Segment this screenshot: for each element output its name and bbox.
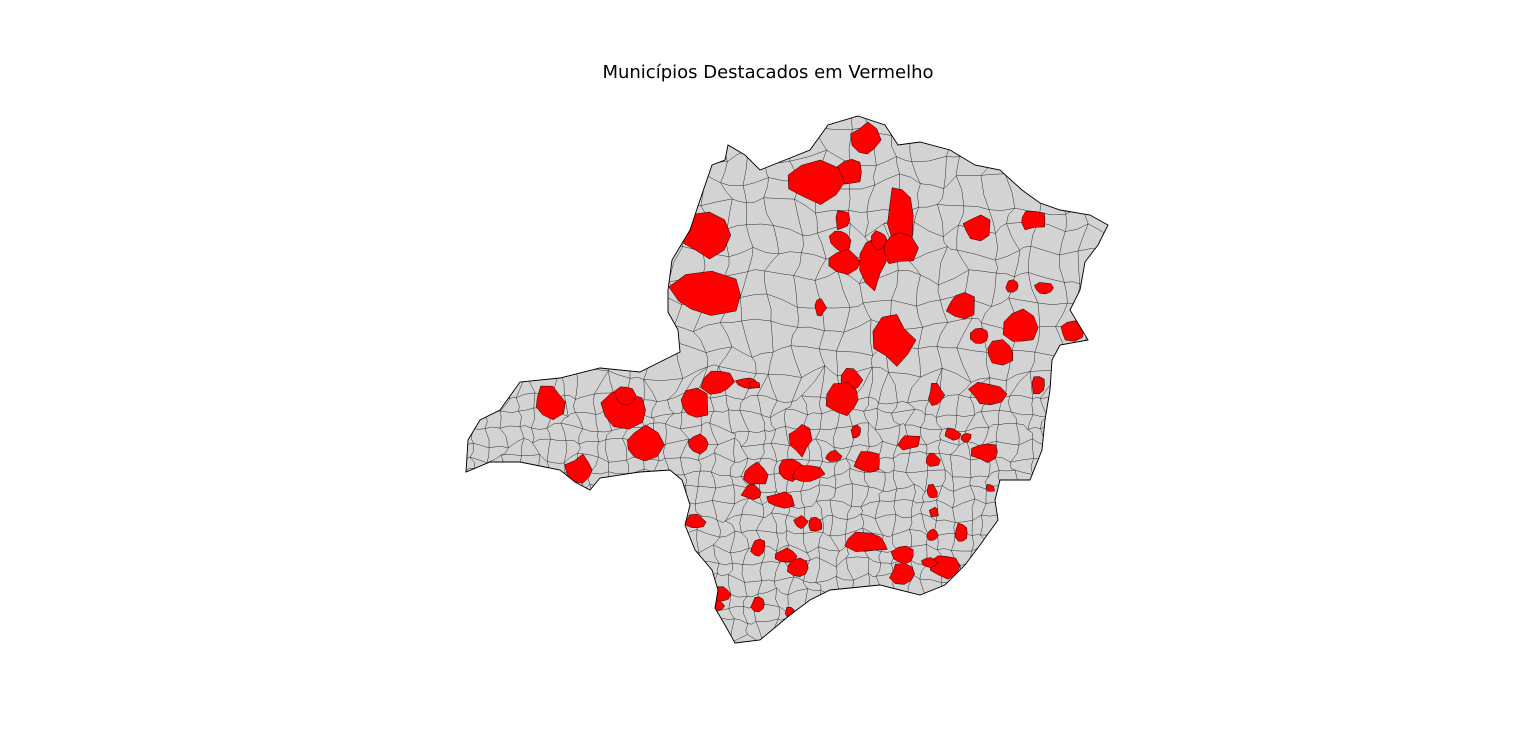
highlighted-municipality: [853, 451, 880, 473]
highlighted-municipality: [962, 214, 991, 242]
state-base: [465, 115, 1109, 644]
highlighted-municipality: [680, 387, 709, 418]
highlighted-municipality: [889, 562, 915, 585]
highlighted-municipality: [928, 382, 946, 406]
highlighted-municipality: [926, 528, 939, 541]
highlighted-municipality: [700, 370, 735, 395]
highlighted-municipality: [1005, 279, 1019, 293]
highlighted-municipality: [627, 424, 665, 462]
highlighted-municipality: [872, 314, 917, 367]
highlighted-municipality: [844, 531, 888, 552]
highlighted-municipality: [787, 557, 809, 578]
highlighted-municipality: [1060, 320, 1085, 342]
highlighted-municipality: [793, 515, 809, 530]
highlighted-municipality: [774, 547, 798, 563]
highlighted-municipality: [814, 298, 828, 317]
highlighted-municipality: [564, 453, 593, 484]
highlighted-municipality: [828, 248, 861, 275]
state-shape: [465, 115, 1109, 644]
highlighted-municipality: [808, 517, 823, 532]
highlighted-municipality: [970, 327, 989, 344]
highlighted-municipalities: [535, 121, 1085, 617]
highlighted-municipality: [850, 121, 882, 155]
highlighted-municipality: [791, 465, 826, 482]
highlighted-municipality: [740, 483, 762, 500]
highlighted-municipality: [750, 538, 766, 557]
highlighted-municipality: [788, 424, 813, 458]
highlighted-municipality: [890, 545, 914, 564]
highlighted-municipality: [743, 461, 769, 485]
map-title: Municípios Destacados em Vermelho: [602, 62, 934, 83]
highlighted-municipality: [1031, 376, 1045, 395]
highlighted-municipality: [970, 443, 998, 463]
highlighted-municipality: [825, 449, 843, 462]
highlighted-municipality: [787, 159, 845, 205]
highlighted-municipality: [614, 386, 637, 406]
highlighted-municipality: [825, 382, 859, 417]
highlighted-municipality: [960, 433, 972, 443]
highlighted-municipality: [968, 381, 1008, 406]
highlighted-municipality: [945, 292, 975, 320]
highlighted-municipality: [926, 483, 938, 498]
highlighted-municipality: [766, 491, 795, 509]
highlighted-municipality: [921, 557, 939, 568]
highlighted-municipality: [985, 484, 995, 492]
highlighted-municipality: [748, 381, 761, 389]
highlighted-municipality: [897, 435, 921, 451]
state-outline: [465, 115, 1109, 644]
highlighted-municipality: [1021, 210, 1046, 231]
highlighted-municipality: [944, 427, 962, 441]
highlighted-municipality: [850, 424, 861, 439]
highlighted-municipality: [687, 433, 709, 455]
highlighted-municipality: [835, 210, 851, 231]
highlighted-municipality: [954, 522, 968, 542]
highlighted-municipality: [871, 230, 888, 250]
highlighted-municipality: [1034, 282, 1054, 295]
highlighted-municipality: [987, 339, 1014, 366]
highlighted-municipality: [925, 453, 941, 467]
highlighted-municipality: [1002, 308, 1039, 342]
highlighted-municipality: [750, 596, 765, 612]
highlighted-municipality: [928, 506, 939, 518]
highlighted-municipality: [535, 385, 566, 421]
highlighted-municipality: [668, 270, 741, 316]
